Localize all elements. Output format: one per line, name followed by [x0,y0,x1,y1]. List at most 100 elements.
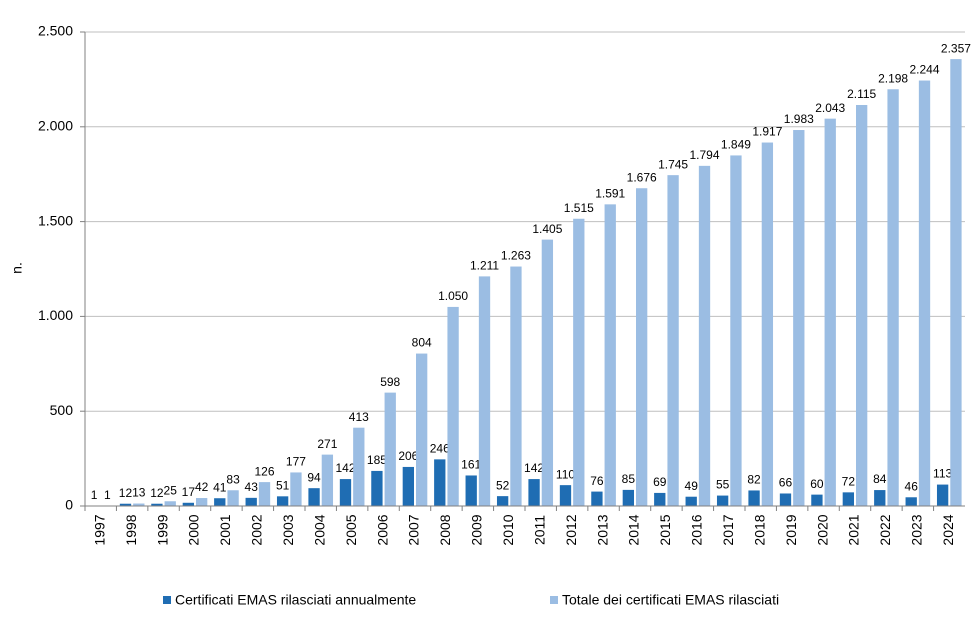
bar [541,239,554,506]
data-label: 1.263 [501,249,531,263]
data-label: 2.357 [941,41,971,55]
x-tick-label: 2013 [594,514,610,545]
y-tick-label: 1.500 [38,212,73,228]
data-label: 1.983 [784,112,814,126]
y-tick-label: 0 [65,497,73,513]
x-tick-label: 2014 [626,514,642,545]
data-label: 51 [276,479,290,493]
x-tick-label: 2001 [217,514,233,545]
bar [182,502,194,506]
data-label: 804 [412,336,432,350]
bar [559,485,572,506]
x-tick-label: 2023 [909,514,925,545]
bar [918,80,931,506]
x-tick-label: 1997 [91,514,107,545]
legend-label: Certificati EMAS rilasciati annualmente [175,592,416,608]
bar [151,503,163,506]
data-label: 12 [150,486,164,500]
data-label: 1.745 [658,157,688,171]
x-tick-label: 2018 [751,514,767,545]
data-label: 55 [716,478,730,492]
bar [874,490,886,506]
y-tick-label: 2.000 [38,118,73,134]
x-tick-label: 2016 [689,514,705,545]
data-label: 177 [286,455,306,469]
bar [308,488,320,506]
data-label: 1.211 [470,259,499,273]
data-label: 12 [119,486,133,500]
x-tick-label: 2021 [846,514,862,545]
x-tick-label: 2008 [437,514,453,545]
bar [716,495,729,506]
data-label: 41 [213,480,227,494]
data-label: 126 [254,464,274,478]
data-label: 2.198 [878,71,908,85]
data-label: 413 [349,410,369,424]
data-label: 2.115 [847,87,876,101]
data-label: 25 [164,483,178,497]
bar [698,165,711,506]
bar [465,475,477,506]
bar [842,492,854,506]
bar [245,497,257,506]
data-label: 1.050 [438,289,468,303]
bar [793,130,805,506]
x-tick-label: 1998 [123,514,139,545]
legend-swatch [163,596,171,604]
bar [779,493,792,506]
data-label: 206 [398,449,418,463]
data-label: 72 [842,475,856,489]
data-label: 142 [524,461,544,475]
bar [119,503,132,506]
bar [748,490,760,506]
bar [667,175,679,506]
x-tick-label: 2015 [657,514,673,545]
x-tick-label: 2002 [249,514,265,545]
bar [496,496,509,506]
x-tick-label: 2005 [343,514,359,545]
x-tick-label: 2007 [406,514,422,545]
x-tick-label: 2017 [720,514,736,545]
data-label: 76 [590,474,604,488]
bar [730,155,742,506]
bar [227,490,239,506]
data-label: 1.591 [595,187,625,201]
bar [416,353,428,506]
bar [636,188,648,506]
bar [258,482,271,506]
data-label: 42 [195,480,209,494]
x-tick-label: 1999 [154,514,170,545]
bar [905,497,917,506]
data-label: 142 [335,461,355,475]
data-label: 1 [104,488,111,502]
data-label: 161 [461,458,481,472]
data-label: 110 [556,467,575,481]
bar [434,459,446,506]
bar [510,266,522,506]
data-label: 271 [317,437,337,451]
bar [290,472,302,506]
data-label: 1.515 [564,201,594,215]
x-tick-label: 2022 [877,514,893,545]
bar [447,306,459,506]
data-label: 17 [182,485,196,499]
bar [528,479,540,506]
bar [936,484,949,506]
bar [811,494,823,506]
bar [856,104,868,506]
data-label: 2.043 [815,101,845,115]
x-tick-label: 2003 [280,514,296,545]
bar [761,142,774,506]
legend-swatch [550,596,558,604]
x-tick-label: 2012 [563,514,579,545]
data-label: 1.794 [689,148,719,162]
data-label: 66 [779,476,793,490]
bar [321,454,334,506]
data-label: 1 [91,488,98,502]
data-label: 43 [245,480,259,494]
data-label: 46 [905,479,919,493]
data-label: 60 [810,477,824,491]
data-label: 598 [380,375,400,389]
x-tick-label: 2000 [186,514,202,545]
